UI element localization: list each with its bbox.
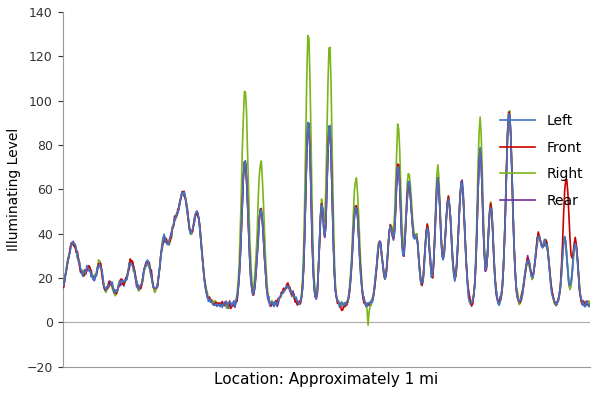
- Rear: [586, 303, 593, 307]
- Left: [493, 287, 500, 292]
- Rear: [225, 306, 232, 310]
- Left: [336, 305, 343, 310]
- Right: [59, 285, 66, 290]
- Rear: [314, 288, 321, 292]
- Left: [505, 112, 512, 116]
- Front: [576, 288, 583, 292]
- Right: [365, 323, 372, 327]
- Front: [346, 293, 353, 298]
- Rear: [59, 286, 66, 291]
- Left: [586, 302, 593, 307]
- Left: [374, 249, 381, 254]
- Front: [374, 253, 381, 258]
- Front: [586, 303, 593, 308]
- Left: [309, 266, 316, 271]
- Right: [375, 240, 382, 244]
- Right: [586, 303, 593, 307]
- Left: [346, 290, 353, 295]
- Line: Front: Front: [63, 112, 590, 310]
- Line: Left: Left: [63, 114, 590, 307]
- Left: [59, 284, 66, 288]
- Right: [304, 33, 312, 38]
- Right: [314, 287, 321, 292]
- Right: [494, 296, 501, 301]
- Rear: [346, 294, 353, 298]
- Front: [505, 110, 512, 114]
- Front: [493, 286, 500, 291]
- Rear: [506, 112, 513, 117]
- Rear: [310, 286, 318, 290]
- Front: [313, 295, 320, 300]
- Right: [576, 282, 583, 287]
- Rear: [493, 292, 500, 296]
- Y-axis label: Illuminating Level: Illuminating Level: [7, 128, 21, 251]
- Rear: [576, 288, 583, 292]
- Front: [59, 284, 66, 289]
- Left: [576, 284, 583, 289]
- Rear: [374, 254, 381, 258]
- Front: [338, 308, 345, 313]
- Right: [310, 275, 318, 280]
- Line: Right: Right: [63, 35, 590, 325]
- Left: [313, 296, 320, 301]
- Front: [309, 267, 316, 271]
- Right: [346, 291, 353, 296]
- Legend: Left, Front, Right, Rear: Left, Front, Right, Rear: [495, 109, 589, 213]
- Line: Rear: Rear: [63, 115, 590, 308]
- X-axis label: Location: Approximately 1 mi: Location: Approximately 1 mi: [214, 372, 438, 387]
